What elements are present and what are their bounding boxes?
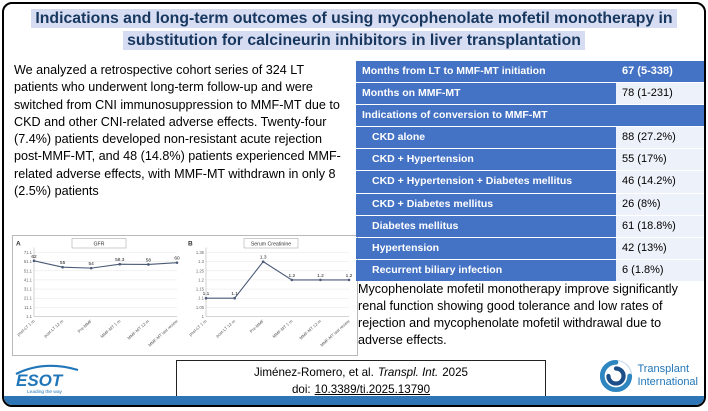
svg-text:1.05: 1.05: [196, 305, 205, 310]
svg-text:71.1: 71.1: [24, 250, 33, 255]
table-row-label: CKD alone: [356, 126, 616, 149]
ti-wordmark-line-2: International: [637, 376, 698, 388]
table-row: Months from LT to MMF-MT initiation 67 (…: [356, 61, 704, 83]
figure-panel: 71.1 61.1 51.1 41.1 31.1 21.1 11.1 1.1 62 55 54 58.…: [12, 235, 358, 356]
svg-text:B: B: [188, 241, 193, 248]
ti-swirl-icon: [600, 359, 633, 393]
svg-text:62: 62: [31, 254, 37, 260]
citation-line-2: doi: 10.3389/ti.2025.13790: [181, 381, 541, 398]
svg-text:41.1: 41.1: [24, 277, 33, 282]
table-row-label: Months from LT to MMF-MT initiation: [356, 61, 616, 83]
svg-text:post-LT 1 m: post-LT 1 m: [188, 318, 208, 337]
table-row: Hypertension 42 (13%): [356, 237, 704, 260]
ti-wordmark-line-1: Transplant: [637, 363, 690, 376]
table-row: Diabetes mellitus 61 (18.8%): [356, 215, 704, 237]
table-section-label: Indications of conversion to MMF-MT: [356, 105, 704, 126]
graphical-abstract: Indications and long-term outcomes of us…: [2, 2, 706, 407]
svg-text:31.1: 31.1: [24, 287, 33, 292]
esot-wordmark: ESOT: [16, 371, 64, 390]
citation-line-1: Jiménez-Romero, et al. Transpl. Int. 2025: [181, 364, 541, 381]
table-row-value: 55 (17%): [616, 149, 704, 171]
svg-text:Pre-MMF: Pre-MMF: [249, 318, 266, 334]
svg-text:1.3: 1.3: [260, 255, 267, 261]
svg-text:1.1: 1.1: [198, 296, 204, 301]
svg-text:1.1: 1.1: [231, 291, 238, 297]
table-row-value: 61 (18.8%): [616, 215, 704, 237]
svg-text:1.2: 1.2: [198, 277, 204, 282]
citation-authors: Jiménez-Romero, et al.: [254, 366, 374, 379]
esot-swoosh: [15, 364, 79, 375]
svg-text:MMF-MT 1 m: MMF-MT 1 m: [100, 318, 122, 339]
svg-text:1.2: 1.2: [346, 273, 353, 279]
table-row-label: CKD + Hypertension: [356, 149, 616, 171]
svg-text:post-LT 12 m: post-LT 12 m: [43, 318, 65, 338]
citation-journal: Transpl. Int.: [377, 366, 439, 379]
table-row-label: Hypertension: [356, 237, 616, 260]
table-row-value: 42 (13%): [616, 237, 704, 260]
svg-text:11.1: 11.1: [24, 305, 33, 310]
svg-text:MMF-MT last review: MMF-MT last review: [147, 318, 179, 348]
table-row: Months on MMF-MT 78 (1-231): [356, 83, 704, 105]
title-text: Indications and long-term outcomes of us…: [31, 9, 677, 51]
table-section-row: Indications of conversion to MMF-MT: [356, 105, 704, 126]
table-row-value: 46 (14.2%): [616, 171, 704, 193]
svg-text:1.35: 1.35: [196, 250, 205, 255]
bottom-accent-bar: [4, 396, 704, 405]
table-row-label: CKD + Diabetes mellitus: [356, 193, 616, 215]
table-row: CKD + Hypertension + Diabetes mellitus 4…: [356, 171, 704, 193]
svg-text:MMF-MT 12 m: MMF-MT 12 m: [298, 318, 322, 340]
table-row-label: CKD + Hypertension + Diabetes mellitus: [356, 171, 616, 193]
table-row: CKD + Diabetes mellitus 26 (8%): [356, 193, 704, 215]
svg-text:51.1: 51.1: [24, 268, 33, 273]
svg-text:1.1: 1.1: [203, 291, 210, 297]
svg-text:60: 60: [174, 256, 180, 262]
svg-text:1.25: 1.25: [196, 268, 205, 273]
table-row-value: 78 (1-231): [616, 83, 704, 105]
svg-text:58.3: 58.3: [115, 257, 125, 263]
table-row-label: Recurrent biliary infection: [356, 260, 616, 282]
svg-text:1.2: 1.2: [288, 273, 295, 279]
svg-text:GFR: GFR: [94, 242, 105, 248]
table-row-label: Months on MMF-MT: [356, 83, 616, 105]
svg-text:post-LT 12 m: post-LT 12 m: [215, 318, 237, 338]
chart-gfr: 71.1 61.1 51.1 41.1 31.1 21.1 11.1 1.1 62 55 54 58.…: [13, 236, 185, 355]
page-title: Indications and long-term outcomes of us…: [4, 8, 704, 53]
svg-text:58: 58: [146, 257, 152, 263]
table-row: Recurrent biliary infection 6 (1.8%): [356, 260, 704, 282]
table-row: CKD alone 88 (27.2%): [356, 126, 704, 149]
svg-text:Pre-MMF: Pre-MMF: [77, 318, 94, 334]
citation-box: Jiménez-Romero, et al. Transpl. Int. 2025 …: [176, 360, 546, 403]
svg-text:1.1: 1.1: [26, 314, 32, 319]
table-row-value: 88 (27.2%): [616, 126, 704, 149]
svg-text:1.2: 1.2: [317, 273, 324, 279]
table-row-value: 67 (5-338): [616, 61, 704, 83]
svg-text:MMF-MT last review: MMF-MT last review: [319, 318, 351, 348]
citation-year: 2025: [442, 366, 468, 379]
svg-text:1.3: 1.3: [198, 259, 204, 264]
svg-text:MMF-MT 12 m: MMF-MT 12 m: [126, 318, 150, 340]
esot-tagline-1: Leading the way: [27, 389, 63, 395]
svg-text:1.15: 1.15: [196, 287, 205, 292]
svg-text:Serum Creatinine: Serum Creatinine: [251, 242, 291, 248]
chart-serum-creatinine: 1.35 1.3 1.25 1.2 1.15 1.1 1.05 1 1.1 1.1 1.3 1.2 1.…: [185, 236, 357, 355]
svg-text:55: 55: [60, 260, 66, 266]
svg-text:MMF-MT 1 m: MMF-MT 1 m: [272, 318, 294, 339]
table-row-value: 6 (1.8%): [616, 260, 704, 282]
summary-text: We analyzed a retrospective cohort serie…: [14, 63, 341, 198]
table-row-label: Diabetes mellitus: [356, 215, 616, 237]
table-row-value: 26 (8%): [616, 193, 704, 215]
svg-text:A: A: [16, 241, 21, 248]
svg-text:54: 54: [89, 261, 95, 267]
svg-text:61.1: 61.1: [24, 259, 33, 264]
table-row: CKD + Hypertension 55 (17%): [356, 149, 704, 171]
svg-text:1: 1: [202, 314, 205, 319]
doi-label: doi:: [291, 383, 311, 397]
conclusion-text: Mycophenolate mofetil monotherapy improv…: [358, 282, 678, 347]
svg-text:21.1: 21.1: [24, 296, 33, 301]
outcomes-table: Months from LT to MMF-MT initiation 67 (…: [356, 61, 704, 282]
svg-text:post-LT 1 m: post-LT 1 m: [16, 318, 36, 337]
doi-link[interactable]: 10.3389/ti.2025.13790: [314, 383, 431, 397]
ti-wordmark: Transplant International: [637, 363, 698, 388]
transplant-international-logo: Transplant International: [599, 359, 698, 393]
